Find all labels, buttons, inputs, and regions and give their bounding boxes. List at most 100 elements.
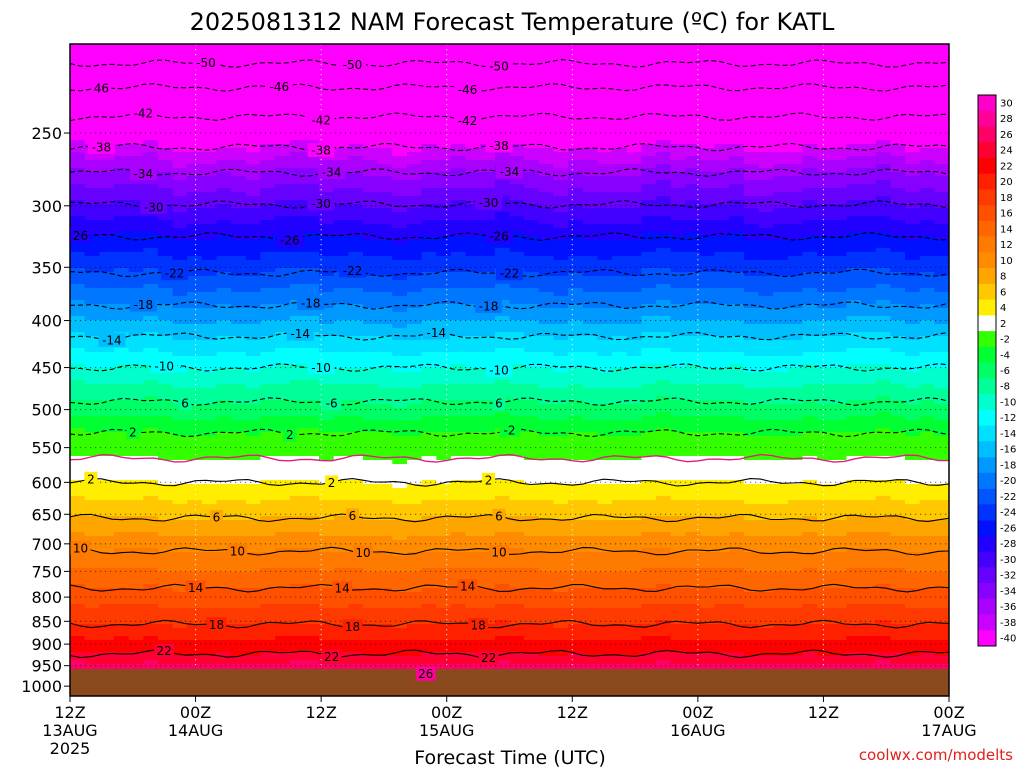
- temp-cell: [157, 192, 174, 197]
- temp-cell: [231, 84, 247, 89]
- temp-cell: [509, 152, 525, 157]
- temp-cell: [465, 420, 481, 425]
- temp-cell: [480, 448, 496, 453]
- temp-cell: [84, 272, 100, 277]
- temp-cell: [216, 388, 232, 393]
- temp-cell: [231, 656, 247, 661]
- temp-cell: [377, 176, 393, 181]
- temp-cell: [114, 636, 130, 641]
- temp-cell: [480, 80, 496, 85]
- temp-cell: [377, 540, 393, 545]
- temp-cell: [216, 104, 232, 109]
- temp-cell: [128, 236, 144, 241]
- temp-cell: [407, 552, 423, 557]
- temp-cell: [363, 136, 379, 141]
- temp-cell: [99, 164, 115, 169]
- temp-cell: [407, 96, 423, 101]
- temp-cell: [465, 160, 481, 165]
- temp-cell: [407, 296, 423, 301]
- temp-cell: [70, 48, 86, 53]
- temp-cell: [128, 624, 144, 629]
- temp-cell: [304, 52, 320, 57]
- temp-cell: [99, 272, 115, 277]
- temp-cell: [99, 200, 115, 205]
- temp-cell: [436, 92, 452, 97]
- temp-cell: [377, 304, 393, 309]
- temp-cell: [157, 152, 174, 157]
- temp-cell: [143, 536, 159, 541]
- temp-cell: [201, 232, 218, 237]
- temp-cell: [128, 100, 144, 105]
- temp-cell: [128, 280, 144, 285]
- temp-cell: [436, 524, 452, 529]
- temp-cell: [201, 416, 218, 421]
- temp-cell: [157, 312, 174, 317]
- temp-cell: [260, 612, 276, 617]
- temp-cell: [363, 536, 379, 541]
- temp-cell: [216, 464, 232, 469]
- temp-cell: [450, 440, 467, 445]
- temp-cell: [157, 572, 174, 577]
- temp-cell: [333, 388, 349, 393]
- temp-cell: [201, 516, 218, 521]
- temp-cell: [70, 120, 86, 125]
- temp-cell: [319, 316, 335, 321]
- temp-cell: [421, 284, 437, 289]
- temp-cell: [509, 184, 525, 189]
- temp-cell: [84, 644, 100, 649]
- temp-cell: [128, 368, 144, 373]
- temp-cell: [99, 540, 115, 545]
- temp-cell: [465, 156, 481, 161]
- temp-cell: [407, 264, 423, 269]
- temp-cell: [231, 616, 247, 621]
- temp-cell: [436, 124, 452, 129]
- temp-cell: [348, 100, 364, 105]
- temp-cell: [436, 48, 452, 53]
- temp-cell: [187, 500, 203, 505]
- temp-cell: [275, 364, 291, 369]
- temp-cell: [157, 244, 174, 249]
- temp-cell: [84, 104, 100, 109]
- temp-cell: [421, 424, 437, 429]
- temp-cell: [319, 472, 335, 477]
- temp-cell: [172, 476, 188, 481]
- temp-cell: [494, 436, 511, 441]
- temp-cell: [304, 616, 320, 621]
- temp-cell: [421, 648, 437, 653]
- temp-cell: [304, 280, 320, 285]
- temp-cell: [304, 44, 320, 49]
- temp-cell: [70, 616, 86, 621]
- temp-cell: [392, 356, 408, 361]
- temp-cell: [143, 372, 159, 377]
- temp-cell: [187, 340, 203, 345]
- temp-cell: [143, 344, 159, 349]
- temp-cell: [114, 372, 130, 377]
- temp-cell: [319, 640, 335, 645]
- temp-cell: [363, 396, 379, 401]
- temp-cell: [509, 92, 525, 97]
- temp-cell: [275, 276, 291, 281]
- temp-cell: [392, 560, 408, 565]
- temp-cell: [114, 96, 130, 101]
- temp-cell: [201, 352, 218, 357]
- temp-cell: [187, 644, 203, 649]
- temp-cell: [172, 524, 188, 529]
- temp-cell: [407, 416, 423, 421]
- temp-cell: [421, 612, 437, 617]
- temp-cell: [363, 660, 379, 665]
- temp-cell: [157, 536, 174, 541]
- temp-cell: [421, 176, 437, 181]
- temp-cell: [201, 180, 218, 185]
- temp-cell: [172, 564, 188, 569]
- temp-cell: [392, 456, 408, 461]
- temp-cell: [480, 348, 496, 353]
- temp-cell: [407, 48, 423, 53]
- temp-cell: [172, 344, 188, 349]
- temp-cell: [450, 52, 467, 57]
- temp-cell: [201, 144, 218, 149]
- temp-cell: [231, 540, 247, 545]
- temp-cell: [275, 144, 291, 149]
- temp-cell: [114, 404, 130, 409]
- temp-cell: [363, 664, 379, 669]
- temp-cell: [201, 660, 218, 665]
